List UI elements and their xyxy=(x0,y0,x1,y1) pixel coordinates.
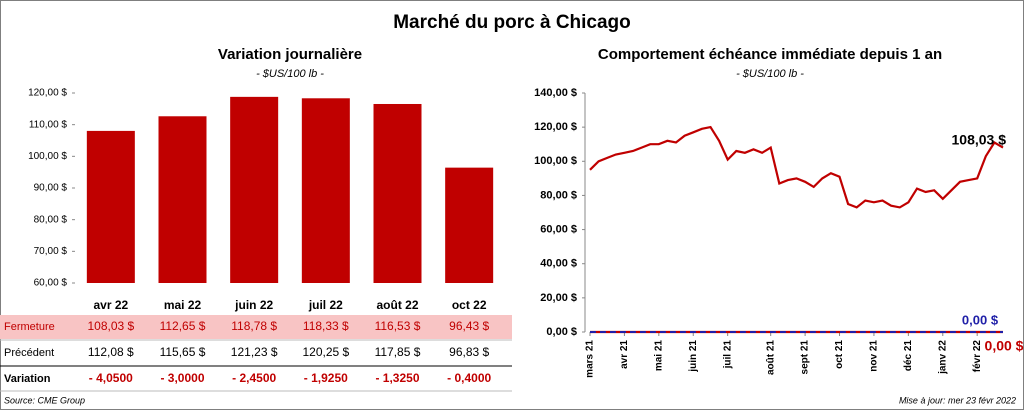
chart-subtitle: - $US/100 lb - xyxy=(736,68,804,80)
row-label: Précédent xyxy=(4,347,54,359)
bar xyxy=(230,96,279,283)
y-tick-label: 80,00 $ xyxy=(34,214,68,225)
y-tick-label: 110,00 $ xyxy=(29,119,68,130)
chart-subtitle: - $US/100 lb - xyxy=(256,68,324,80)
table-cell: 115,65 $ xyxy=(160,345,206,359)
y-tick-label: 20,00 $ xyxy=(540,292,577,304)
table-cell: 96,83 $ xyxy=(449,345,489,359)
x-tick-label: juin 22 xyxy=(234,298,273,312)
x-tick-label: nov 21 xyxy=(869,340,880,372)
x-tick-label: janv 22 xyxy=(937,340,948,375)
table-cell: - 3,0000 xyxy=(160,371,204,385)
table-cell: 116,53 $ xyxy=(375,319,421,333)
end-label: 0,00 $ xyxy=(985,338,1024,354)
bar xyxy=(445,167,494,283)
x-tick-label: oct 22 xyxy=(452,298,487,312)
y-tick-label: 120,00 $ xyxy=(534,121,577,133)
chart-title: Variation journalière xyxy=(218,46,362,63)
x-tick-label: avr 21 xyxy=(619,340,630,369)
page-title: Marché du porc à Chicago xyxy=(393,12,631,33)
row-label: Variation xyxy=(4,373,51,385)
y-tick-label: 0,00 $ xyxy=(546,326,577,338)
table-cell: - 2,4500 xyxy=(232,371,276,385)
x-tick-label: juin 21 xyxy=(688,340,699,373)
row-label: Fermeture xyxy=(4,321,55,333)
table-cell: 120,25 $ xyxy=(302,345,349,359)
update-date: Mise à jour: mer 23 févr 2022 xyxy=(899,395,1016,405)
end-label: 108,03 $ xyxy=(952,132,1007,148)
x-tick-label: déc 21 xyxy=(903,340,914,372)
table-cell: - 4,0500 xyxy=(89,371,133,385)
row-highlight xyxy=(0,315,512,339)
x-tick-label: avr 22 xyxy=(93,298,128,312)
y-tick-label: 40,00 $ xyxy=(540,258,577,270)
y-tick-label: 60,00 $ xyxy=(540,223,577,235)
table-cell: 121,23 $ xyxy=(231,345,278,359)
table-cell: - 1,9250 xyxy=(304,371,348,385)
x-tick-label: août 21 xyxy=(765,340,776,375)
table-cell: 118,33 $ xyxy=(303,319,349,333)
table-cell: 117,85 $ xyxy=(375,345,421,359)
y-tick-label: 140,00 $ xyxy=(534,87,577,99)
table-cell: - 1,3250 xyxy=(375,371,419,385)
y-tick-label: 70,00 $ xyxy=(34,246,68,257)
table-cell: 112,65 $ xyxy=(160,319,206,333)
source: Source: CME Group xyxy=(4,395,85,405)
x-tick-label: mai 22 xyxy=(164,298,202,312)
table-cell: - 0,4000 xyxy=(447,371,491,385)
chart-title: Comportement échéance immédiate depuis 1… xyxy=(598,46,942,63)
y-tick-label: 120,00 $ xyxy=(28,88,67,99)
y-tick-label: 100,00 $ xyxy=(534,155,577,167)
y-tick-label: 100,00 $ xyxy=(28,151,67,162)
y-tick-label: 60,00 $ xyxy=(34,278,68,289)
x-tick-label: sept 21 xyxy=(800,340,811,375)
x-tick-label: juil 21 xyxy=(722,340,733,370)
x-tick-label: juil 22 xyxy=(308,298,343,312)
end-label: 0,00 $ xyxy=(962,312,999,327)
y-tick-label: 90,00 $ xyxy=(34,183,68,194)
x-tick-label: mai 21 xyxy=(653,340,664,372)
x-tick-label: oct 21 xyxy=(834,340,845,369)
bar xyxy=(158,116,207,284)
bar xyxy=(373,103,422,283)
bar xyxy=(301,98,350,283)
x-tick-label: août 22 xyxy=(376,298,418,312)
line-series xyxy=(589,125,1004,209)
table-cell: 118,78 $ xyxy=(231,319,277,333)
x-tick-label: févr 22 xyxy=(972,340,983,373)
x-tick-label: mars 21 xyxy=(585,340,596,378)
table-cell: 96,43 $ xyxy=(449,319,489,333)
y-tick-label: 80,00 $ xyxy=(540,189,577,201)
table-cell: 112,08 $ xyxy=(88,345,134,359)
table-cell: 108,03 $ xyxy=(87,319,134,333)
bar xyxy=(86,130,135,283)
